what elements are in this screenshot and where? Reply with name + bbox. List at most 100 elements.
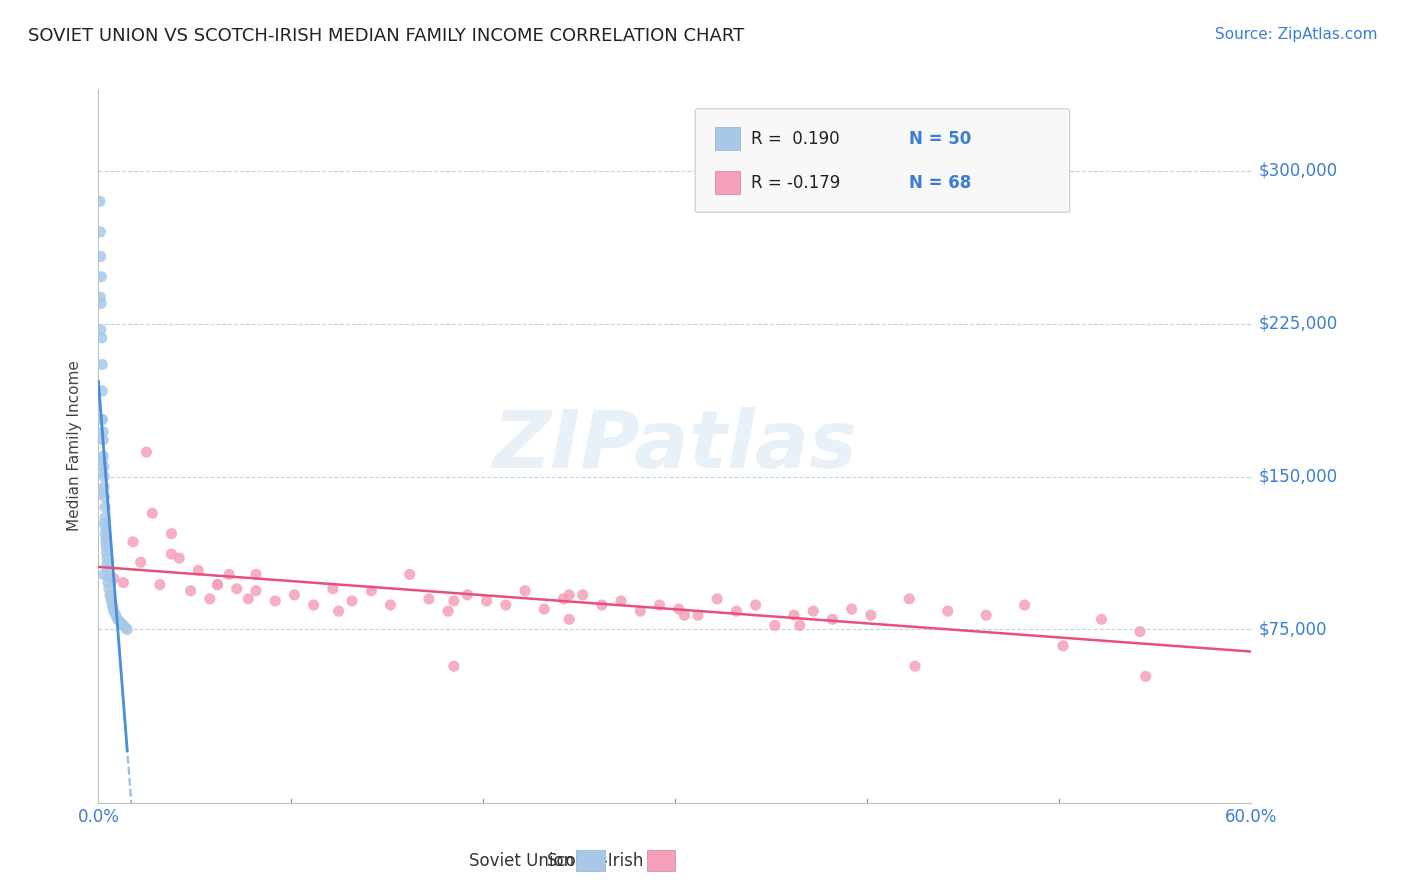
Text: $300,000: $300,000 (1258, 161, 1337, 180)
Point (904, 659, 927, 673)
Point (360, 583, 382, 598)
Point (89, 194, 111, 209)
Point (91, 449, 114, 463)
Point (437, 604, 460, 618)
Point (571, 588, 593, 602)
Point (141, 506, 163, 520)
Text: ZIPatlas: ZIPatlas (492, 407, 858, 485)
Point (167, 551, 190, 566)
Point (160, 547, 183, 561)
Point (90, 331, 112, 345)
Point (103, 604, 125, 618)
Point (443, 659, 465, 673)
Text: $75,000: $75,000 (1258, 621, 1327, 639)
Point (94, 534, 117, 549)
Point (533, 602, 555, 616)
Point (207, 577, 229, 591)
Point (91, 453, 114, 467)
Point (91, 358, 114, 372)
Point (187, 563, 209, 577)
Point (725, 604, 748, 618)
Point (1135, 669, 1157, 683)
Point (101, 600, 124, 615)
Point (93, 516, 115, 531)
Point (610, 594, 633, 608)
Point (245, 583, 267, 598)
Point (90, 249, 112, 263)
Point (114, 620, 136, 634)
Point (859, 608, 882, 623)
Point (97, 575, 120, 590)
Point (443, 594, 465, 608)
Point (456, 588, 478, 602)
Point (90, 269, 112, 284)
Point (112, 618, 135, 632)
Point (94, 500, 117, 515)
Point (91, 384, 114, 398)
Text: Source: ZipAtlas.com: Source: ZipAtlas.com (1215, 27, 1378, 42)
Text: $225,000: $225,000 (1258, 315, 1337, 333)
Point (218, 567, 240, 582)
Point (149, 577, 172, 591)
Point (96, 558, 118, 572)
Point (91, 412, 114, 426)
Point (706, 591, 728, 606)
Point (96, 551, 118, 566)
Text: R =  0.190: R = 0.190 (751, 129, 839, 147)
Point (1090, 612, 1112, 626)
Point (673, 608, 696, 623)
Point (112, 575, 135, 590)
Point (245, 567, 267, 582)
Point (103, 572, 125, 586)
Point (1129, 624, 1152, 639)
Point (129, 555, 152, 569)
Y-axis label: Median Family Income: Median Family Income (67, 360, 83, 532)
Point (744, 598, 766, 612)
Point (686, 608, 709, 623)
Point (974, 608, 997, 623)
Point (90, 296, 112, 310)
Point (93, 567, 115, 582)
Point (108, 615, 131, 629)
Text: Scotch-Irish: Scotch-Irish (547, 852, 644, 870)
Point (94, 539, 117, 553)
Point (110, 616, 132, 631)
Point (591, 598, 613, 612)
Point (340, 594, 363, 608)
Point (936, 604, 959, 618)
Point (264, 594, 287, 608)
Point (107, 612, 129, 626)
Point (94, 531, 117, 545)
Point (93, 469, 115, 483)
Text: Soviet Union: Soviet Union (468, 852, 574, 870)
Point (553, 591, 575, 606)
Point (495, 598, 517, 612)
Point (418, 591, 440, 606)
Point (783, 608, 806, 623)
Point (160, 526, 183, 541)
Text: SOVIET UNION VS SCOTCH-IRISH MEDIAN FAMILY INCOME CORRELATION CHART: SOVIET UNION VS SCOTCH-IRISH MEDIAN FAMI… (28, 27, 744, 45)
Point (90, 412, 112, 426)
Point (801, 604, 824, 618)
Point (283, 588, 305, 602)
Point (135, 445, 157, 459)
Point (98, 582, 121, 596)
Point (101, 596, 124, 610)
Point (122, 534, 145, 549)
Point (91, 425, 114, 439)
Point (91, 433, 114, 447)
Point (91, 466, 114, 480)
Point (180, 583, 202, 598)
Point (225, 582, 247, 596)
Point (198, 591, 221, 606)
Point (558, 588, 581, 602)
Point (96, 545, 118, 559)
Point (89, 290, 111, 304)
Point (380, 598, 402, 612)
Point (648, 598, 671, 612)
Point (93, 480, 115, 494)
Point (898, 591, 921, 606)
Point (513, 583, 536, 598)
Point (90, 486, 112, 500)
Point (100, 591, 122, 606)
